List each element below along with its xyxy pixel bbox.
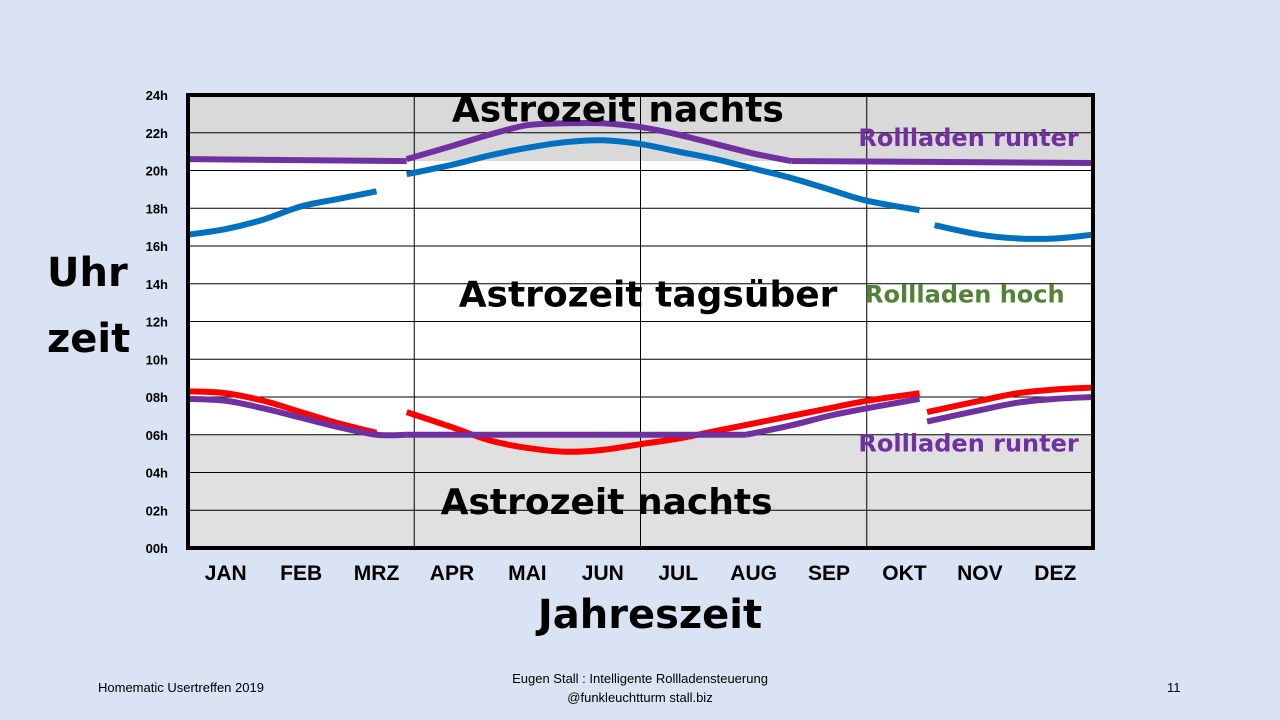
x-tick-label: MAI [508, 562, 547, 585]
annotation-4: Rollladen runter [858, 430, 1079, 458]
series-1-segment-2 [791, 158, 1094, 166]
x-tick-label: JUL [658, 562, 698, 585]
y-axis-label-line2: zeit [47, 316, 131, 362]
x-tick-label: AUG [730, 562, 777, 585]
series-1-segment-0 [187, 156, 407, 165]
series-2-segment-1 [405, 390, 920, 455]
x-tick-label: APR [430, 562, 474, 585]
series-1-segment-1 [405, 119, 792, 165]
plot-frame [186, 93, 1095, 550]
footer-left: Homematic Usertreffen 2019 [98, 680, 264, 695]
x-axis-title: Jahreszeit [537, 592, 763, 638]
series-3-segment-2 [745, 395, 921, 438]
y-tick-label: 18h [146, 201, 168, 216]
footer-center-line1: Eugen Stall : Intelligente Rollladensteu… [512, 671, 768, 686]
y-tick-label: 04h [146, 466, 168, 481]
x-tick-label: SEP [808, 562, 850, 585]
y-tick-label: 12h [146, 315, 168, 330]
annotation-0: Astrozeit nachts [452, 89, 784, 130]
page-number: 11 [1167, 680, 1181, 695]
annotation-1: Astrozeit tagsüber [459, 274, 838, 315]
annotation-5: Astrozeit nachts [441, 482, 773, 523]
x-tick-label: FEB [280, 562, 322, 585]
footer-center-line2: @funkleuchtturm stall.biz [567, 690, 713, 705]
x-tick-label: JUN [582, 562, 624, 585]
series-2-segment-2 [926, 384, 1094, 416]
x-tick-label: OKT [882, 562, 927, 585]
y-tick-label: 22h [146, 126, 168, 141]
series-0-segment-2 [934, 222, 1094, 242]
y-tick-label: 14h [146, 277, 168, 292]
series-3-segment-0 [187, 395, 407, 439]
y-tick-label: 06h [146, 428, 168, 443]
y-tick-label: 00h [146, 541, 168, 556]
series-0-segment-1 [406, 137, 921, 214]
series-0-segment-0 [187, 188, 378, 238]
annotation-3: Rollladen hoch [865, 281, 1065, 309]
y-tick-label: 08h [146, 390, 168, 405]
annotation-2: Rollladen runter [858, 124, 1079, 152]
y-tick-label: 20h [146, 164, 168, 179]
y-tick-label: 24h [146, 88, 168, 103]
x-tick-label: MRZ [354, 562, 400, 585]
y-tick-label: 02h [146, 503, 168, 518]
x-tick-label: DEZ [1034, 562, 1076, 585]
y-axis-label-line1: Uhr [47, 250, 128, 296]
y-tick-label: 16h [146, 239, 168, 254]
y-tick-label: 10h [146, 352, 168, 367]
footer-center: Eugen Stall : Intelligente Rollladensteu… [440, 669, 840, 707]
series-2-segment-0 [187, 388, 378, 436]
x-tick-label: NOV [957, 562, 1003, 585]
x-tick-label: JAN [205, 562, 247, 585]
series-3-segment-3 [926, 394, 1094, 425]
